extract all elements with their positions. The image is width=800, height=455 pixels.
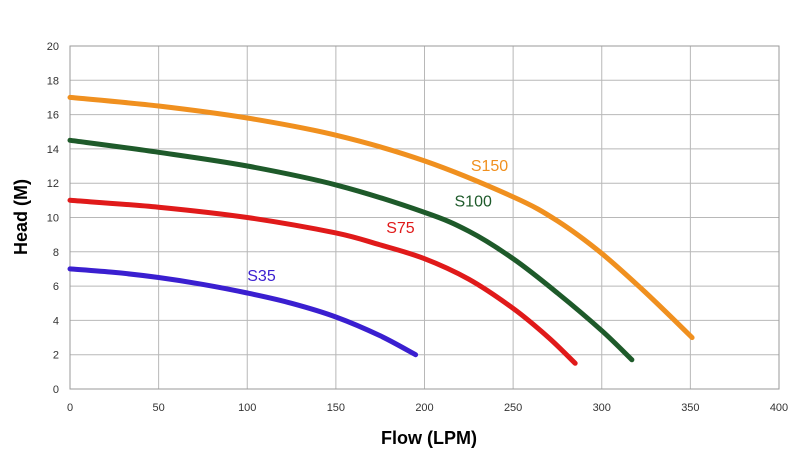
x-tick-label-150: 150 — [327, 402, 345, 414]
series-labels: S35 S75 S100 S150 — [247, 158, 508, 285]
x-axis-title: Flow (LPM) — [381, 428, 477, 448]
y-tick-label-2: 2 — [53, 350, 59, 362]
x-tick-label-300: 300 — [593, 402, 611, 414]
plot-area-border — [69, 45, 780, 390]
y-axis-title: Head (M) — [11, 179, 31, 255]
x-tick-label-200: 200 — [415, 402, 433, 414]
y-tick-label-0: 0 — [53, 384, 59, 396]
x-tick-label-250: 250 — [504, 402, 522, 414]
x-tick-label-350: 350 — [681, 402, 699, 414]
y-tick-label-8: 8 — [53, 247, 59, 259]
x-tick-label-50: 50 — [153, 402, 165, 414]
series-line-s100 — [67, 137, 635, 363]
y-tick-label-10: 10 — [47, 213, 59, 225]
series-line-s150 — [67, 94, 695, 341]
y-tick-label-4: 4 — [53, 315, 59, 327]
y-tick-label-20: 20 — [47, 41, 59, 53]
tick-labels: 0 50 100 150 200 250 300 350 400 0 2 4 6 8 10 12 14 16 18 2… — [47, 41, 788, 414]
series-line-s75 — [67, 197, 578, 366]
grid-lines — [69, 45, 780, 390]
x-tick-label-400: 400 — [770, 402, 788, 414]
y-tick-label-6: 6 — [53, 281, 59, 293]
series-curves — [67, 94, 695, 366]
y-tick-label-14: 14 — [47, 144, 59, 156]
y-tick-label-18: 18 — [47, 75, 59, 87]
x-tick-label-100: 100 — [238, 402, 256, 414]
y-tick-label-12: 12 — [47, 178, 59, 190]
x-tick-label-0: 0 — [67, 402, 73, 414]
series-line-s35 — [67, 266, 419, 358]
y-tick-label-16: 16 — [47, 110, 59, 122]
series-label-s35: S35 — [247, 268, 276, 285]
series-label-s100: S100 — [455, 193, 492, 210]
series-label-s150: S150 — [471, 158, 508, 175]
series-label-s75: S75 — [386, 220, 415, 237]
